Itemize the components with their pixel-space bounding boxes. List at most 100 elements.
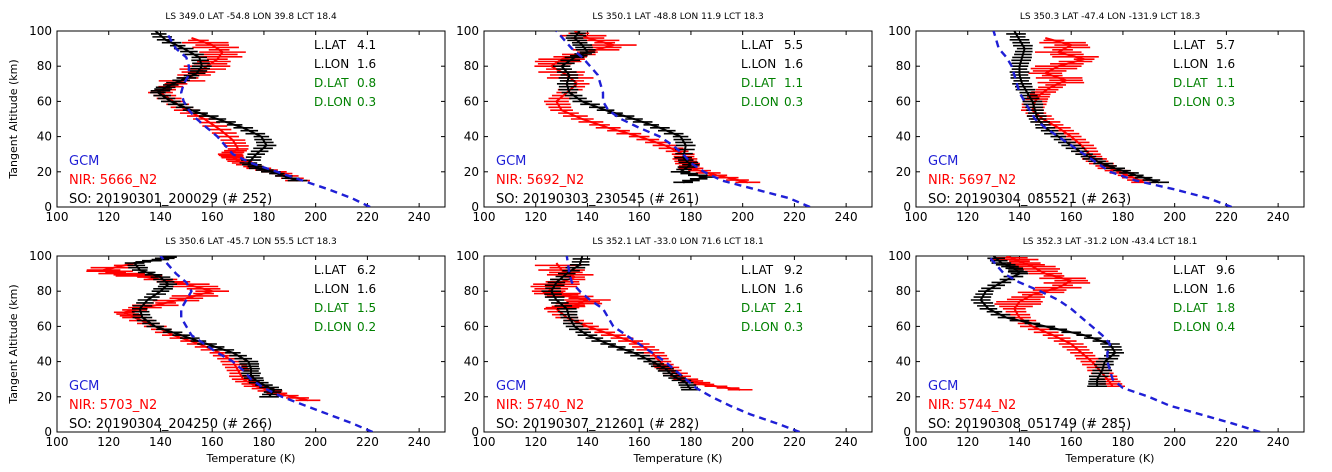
legend-nir: NIR: 5740_N2 — [496, 398, 584, 413]
y-tick-label: 40 — [37, 355, 52, 369]
annotation-box: L.LAT 9.6 L.LON 1.6 D.LAT 1.8 D.LON 0.4 — [1173, 263, 1235, 334]
y-tick-label: 40 — [464, 130, 479, 144]
annotation-label: L.LAT — [314, 38, 347, 52]
series-line-gcm — [159, 256, 374, 432]
plot-frame — [56, 255, 446, 433]
y-tick-label: 40 — [896, 355, 911, 369]
y-axis: 0 20 40 60 80 100 — [456, 24, 872, 214]
annotation-label: L.LON — [741, 282, 776, 296]
x-tick-label: 100 — [905, 210, 928, 224]
series-line-so — [979, 256, 1117, 387]
series-so — [541, 256, 701, 391]
legend-gcm: GCM — [928, 154, 958, 169]
y-tick-label: 20 — [464, 390, 479, 404]
series-line-so — [1013, 31, 1160, 184]
x-tick-label: 140 — [149, 210, 172, 224]
series-line-nir — [159, 37, 299, 182]
legend-so: SO: 20190304_085521 (# 263) — [928, 192, 1131, 207]
x-tick-label: 200 — [304, 210, 327, 224]
series-gcm — [565, 256, 801, 432]
annotation-value: 9.6 — [1216, 263, 1235, 277]
legend: GCM NIR: 5703_N2 SO: 20190304_204250 (# 26… — [69, 379, 272, 432]
y-axis: 0 20 40 60 80 100 — [888, 249, 1304, 439]
x-tick-label: 240 — [408, 210, 431, 224]
x-tick-label: 100 — [473, 210, 496, 224]
plot-frame — [483, 30, 873, 208]
annotation-label: D.LAT — [314, 76, 349, 90]
y-tick-label: 60 — [464, 319, 479, 333]
legend-gcm: GCM — [69, 379, 99, 394]
annotation-label: D.LAT — [1173, 76, 1208, 90]
x-tick-label: 140 — [149, 435, 172, 449]
x-axis-label: Temperature (K) — [1065, 452, 1155, 465]
panel-header: LS 349.0 LAT -54.8 LON 39.8 LCT 18.4 — [165, 12, 337, 22]
x-tick-label: 100 — [905, 435, 928, 449]
panel-2: LS 350.1 LAT -48.8 LON 11.9 LCT 18.3 100 1… — [456, 12, 873, 224]
panel-header: LS 352.1 LAT -33.0 LON 71.6 LCT 18.1 — [592, 237, 763, 247]
annotation-value: 0.3 — [1216, 95, 1235, 109]
panel-3: LS 350.3 LAT -47.4 LON -131.9 LCT 18.3 10… — [888, 12, 1305, 224]
annotation-value: 1.8 — [1216, 301, 1235, 315]
y-axis-label: Tangent Altitude (km) — [7, 59, 20, 179]
series-so — [970, 256, 1124, 388]
x-tick-label: 140 — [1008, 210, 1031, 224]
legend-gcm: GCM — [496, 154, 526, 169]
y-tick-label: 60 — [464, 94, 479, 108]
y-axis: 0 20 40 60 80 100 — [888, 24, 1304, 214]
x-axis: 100 120 140 160 180 200 220 240 — [905, 256, 1290, 449]
x-tick-label: 200 — [731, 210, 754, 224]
series-gcm — [987, 256, 1261, 432]
x-tick-label: 180 — [1111, 210, 1134, 224]
annotation-box: L.LAT 5.5 L.LON 1.6 D.LAT 1.1 D.LON 0.3 — [741, 38, 803, 109]
annotation-label: D.LON — [314, 95, 352, 109]
annotation-value: 1.6 — [1216, 282, 1235, 296]
annotation-box: L.LAT 5.7 L.LON 1.6 D.LAT 1.1 D.LON 0.3 — [1173, 38, 1235, 109]
x-tick-label: 120 — [956, 210, 979, 224]
annotation-value: 5.7 — [1216, 38, 1235, 52]
x-axis-label: Temperature (K) — [206, 452, 296, 465]
y-tick-label: 80 — [37, 284, 52, 298]
annotation-value: 1.6 — [1216, 57, 1235, 71]
y-tick-label: 100 — [29, 249, 52, 263]
x-tick-label: 120 — [524, 435, 547, 449]
annotation-value: 6.2 — [357, 263, 376, 277]
x-tick-label: 180 — [679, 210, 702, 224]
annotation-value: 1.6 — [357, 57, 376, 71]
annotation-value: 0.3 — [784, 95, 803, 109]
plot-area — [534, 31, 811, 207]
y-axis-label: Tangent Altitude (km) — [7, 284, 20, 404]
panel-1: LS 349.0 LAT -54.8 LON 39.8 LCT 18.4 100 1… — [7, 12, 446, 224]
y-tick-label: 60 — [37, 94, 52, 108]
legend-gcm: GCM — [69, 154, 99, 169]
annotation-value: 1.6 — [357, 282, 376, 296]
x-axis: 100 120 140 160 180 200 220 240 — [46, 31, 431, 224]
x-tick-label: 160 — [628, 210, 651, 224]
series-line-so — [560, 31, 708, 184]
annotation-value: 1.6 — [784, 282, 803, 296]
legend-nir: NIR: 5744_N2 — [928, 398, 1016, 413]
plot-area — [148, 31, 371, 207]
y-tick-label: 0 — [903, 200, 911, 214]
plot-area — [530, 256, 801, 432]
annotation-label: L.LAT — [741, 38, 774, 52]
y-tick-label: 0 — [471, 200, 479, 214]
x-axis-label: Temperature (K) — [633, 452, 723, 465]
x-tick-label: 160 — [628, 435, 651, 449]
annotation-label: D.LAT — [1173, 301, 1208, 315]
legend-gcm: GCM — [496, 379, 526, 394]
x-tick-label: 180 — [252, 435, 275, 449]
x-tick-label: 180 — [679, 435, 702, 449]
y-axis: 0 20 40 60 80 100 — [29, 24, 445, 214]
panel-header: LS 350.6 LAT -45.7 LON 55.5 LCT 18.3 — [165, 237, 336, 247]
plot-frame — [915, 255, 1305, 433]
series-so — [1006, 31, 1169, 184]
annotation-label: D.LAT — [741, 301, 776, 315]
series-line-so — [154, 31, 298, 182]
x-tick-label: 220 — [783, 435, 806, 449]
panel-header: LS 350.1 LAT -48.8 LON 11.9 LCT 18.3 — [592, 12, 763, 22]
x-tick-label: 120 — [524, 210, 547, 224]
annotation-value: 0.8 — [357, 76, 376, 90]
y-tick-label: 20 — [464, 165, 479, 179]
x-tick-label: 140 — [1008, 435, 1031, 449]
plot-frame — [483, 255, 873, 433]
